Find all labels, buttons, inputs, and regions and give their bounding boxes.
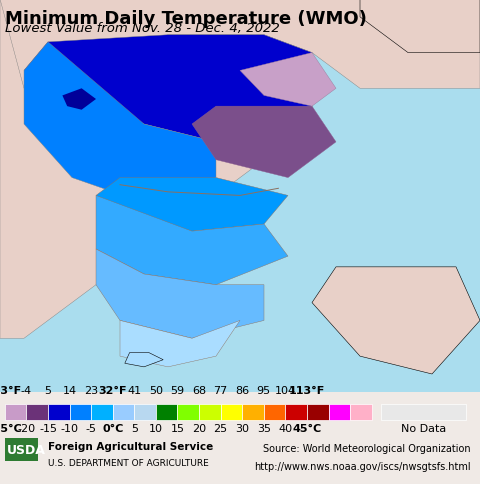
Text: Foreign Agricultural Service: Foreign Agricultural Service [48, 441, 213, 451]
Bar [328, 404, 350, 421]
Bar [156, 404, 178, 421]
Bar [5, 404, 26, 421]
Text: 95: 95 [257, 385, 271, 395]
Bar [178, 404, 199, 421]
Polygon shape [125, 353, 163, 367]
Text: U.S. DEPARTMENT OF AGRICULTURE: U.S. DEPARTMENT OF AGRICULTURE [48, 458, 209, 467]
Text: 10: 10 [149, 423, 163, 433]
Text: -20: -20 [17, 423, 36, 433]
Text: -15: -15 [39, 423, 57, 433]
Text: 15: 15 [170, 423, 184, 433]
Text: 45°C: 45°C [292, 423, 322, 433]
Text: 23: 23 [84, 385, 98, 395]
Polygon shape [120, 321, 240, 367]
Bar [91, 404, 113, 421]
Polygon shape [360, 0, 480, 53]
Text: -4: -4 [21, 385, 32, 395]
Text: Minimum Daily Temperature (WMO): Minimum Daily Temperature (WMO) [5, 10, 367, 28]
Bar [264, 404, 286, 421]
Polygon shape [0, 0, 312, 339]
Text: http://www.nws.noaa.gov/iscs/nwsgtsfs.html: http://www.nws.noaa.gov/iscs/nwsgtsfs.ht… [254, 461, 470, 471]
Polygon shape [96, 249, 264, 339]
Text: 113°F: 113°F [289, 385, 325, 395]
Text: 59: 59 [170, 385, 184, 395]
Text: Lowest Value from Nov. 28 - Dec. 4, 2022: Lowest Value from Nov. 28 - Dec. 4, 2022 [5, 22, 279, 34]
Text: 86: 86 [235, 385, 249, 395]
Text: 5: 5 [45, 385, 51, 395]
Text: 14: 14 [62, 385, 77, 395]
Text: -13°F: -13°F [0, 385, 22, 395]
Text: 35: 35 [257, 423, 271, 433]
Bar [350, 404, 372, 421]
Bar [242, 404, 264, 421]
Polygon shape [96, 196, 288, 285]
Text: 50: 50 [149, 385, 163, 395]
Text: 32°F: 32°F [98, 385, 127, 395]
Text: 5: 5 [131, 423, 138, 433]
Bar [70, 404, 91, 421]
Text: 68: 68 [192, 385, 206, 395]
Text: -5: -5 [85, 423, 96, 433]
Polygon shape [0, 0, 480, 89]
Bar [26, 404, 48, 421]
Bar [113, 404, 134, 421]
Polygon shape [96, 178, 288, 232]
Text: 41: 41 [127, 385, 142, 395]
Text: -25°C: -25°C [0, 423, 22, 433]
Bar [199, 404, 221, 421]
Text: USDA: USDA [7, 443, 46, 456]
Text: No Data: No Data [401, 423, 446, 433]
Polygon shape [24, 43, 216, 203]
Text: 30: 30 [235, 423, 249, 433]
Polygon shape [312, 267, 480, 374]
Text: Source: World Meteorological Organization: Source: World Meteorological Organizatio… [263, 443, 470, 454]
Text: 77: 77 [214, 385, 228, 395]
Bar [381, 404, 466, 421]
Text: 25: 25 [214, 423, 228, 433]
Bar [134, 404, 156, 421]
Text: 40: 40 [278, 423, 292, 433]
Bar [307, 404, 328, 421]
Bar [221, 404, 242, 421]
Polygon shape [192, 107, 336, 178]
Bar [286, 404, 307, 421]
Text: -10: -10 [60, 423, 79, 433]
Bar [5, 439, 38, 461]
Text: 104: 104 [275, 385, 296, 395]
Bar [48, 404, 70, 421]
Text: 20: 20 [192, 423, 206, 433]
Text: 0°C: 0°C [102, 423, 123, 433]
Polygon shape [62, 89, 96, 110]
Polygon shape [240, 53, 336, 107]
Polygon shape [24, 36, 312, 143]
